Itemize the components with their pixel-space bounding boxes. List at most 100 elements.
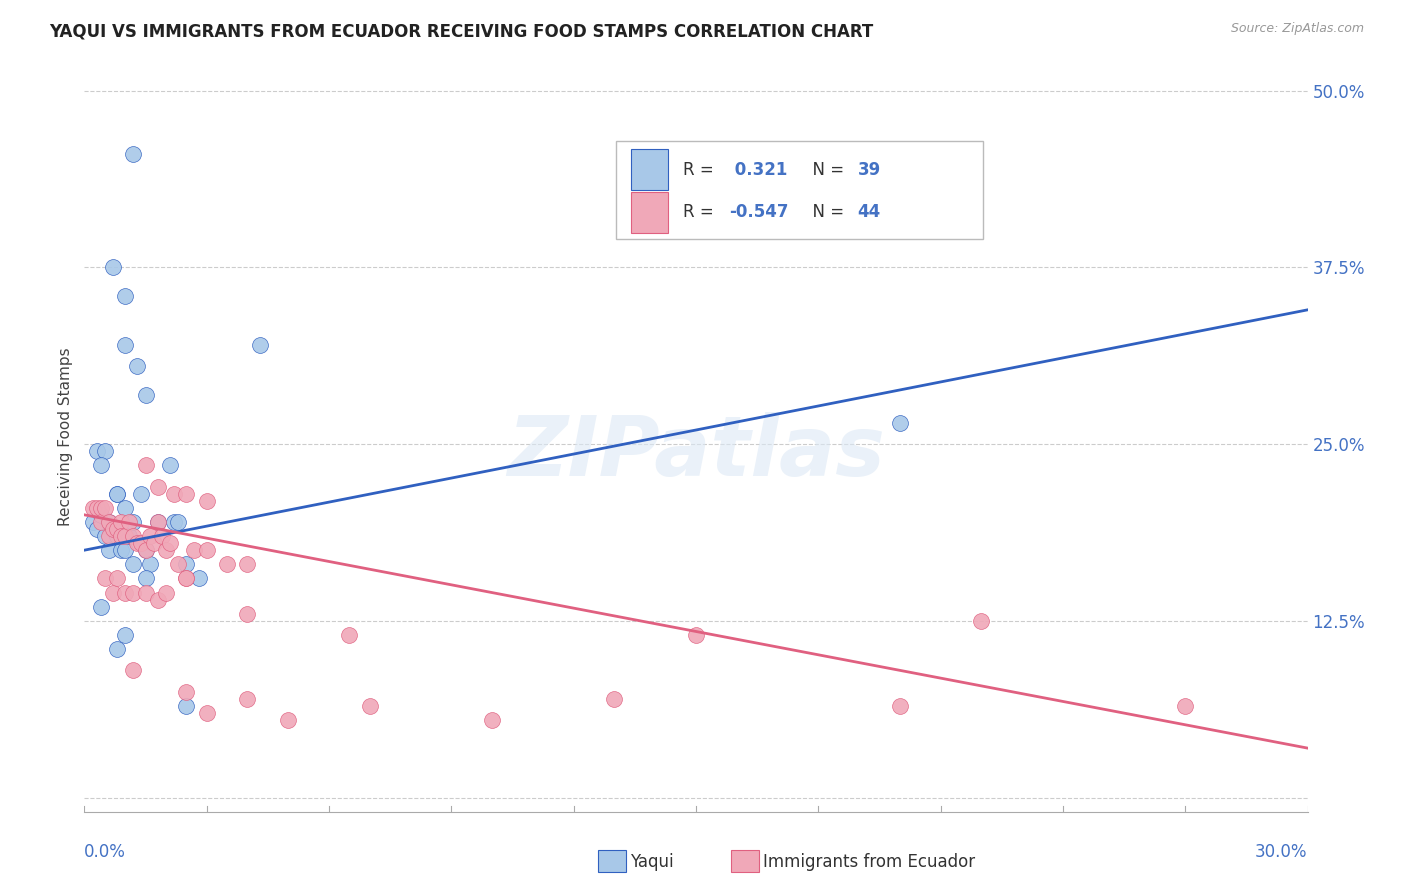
- Point: [685, 628, 707, 642]
- Point: [86, 522, 108, 536]
- Point: [127, 536, 149, 550]
- Text: Immigrants from Ecuador: Immigrants from Ecuador: [763, 853, 976, 871]
- Point: [114, 500, 136, 515]
- Point: [105, 529, 128, 543]
- Point: [339, 628, 361, 642]
- Point: [90, 599, 112, 614]
- Point: [122, 558, 145, 572]
- Point: [90, 508, 112, 522]
- Point: [146, 515, 169, 529]
- Point: [135, 571, 157, 585]
- Point: [118, 529, 141, 543]
- Point: [114, 529, 136, 543]
- Point: [187, 571, 209, 585]
- Point: [114, 585, 136, 599]
- Point: [105, 642, 128, 657]
- Y-axis label: Receiving Food Stamps: Receiving Food Stamps: [58, 348, 73, 526]
- Point: [236, 607, 259, 621]
- Point: [176, 486, 198, 500]
- Point: [603, 691, 626, 706]
- Point: [970, 614, 993, 628]
- Point: [105, 522, 128, 536]
- Point: [114, 289, 136, 303]
- Text: Yaqui: Yaqui: [630, 853, 673, 871]
- Point: [155, 585, 177, 599]
- Point: [101, 260, 124, 275]
- Point: [97, 529, 120, 543]
- Point: [127, 359, 149, 374]
- Point: [97, 515, 120, 529]
- Point: [138, 558, 160, 572]
- Point: [135, 585, 157, 599]
- FancyBboxPatch shape: [631, 192, 668, 233]
- Point: [105, 571, 128, 585]
- Point: [176, 571, 198, 585]
- FancyBboxPatch shape: [616, 141, 983, 238]
- Point: [93, 571, 117, 585]
- Point: [142, 536, 165, 550]
- Point: [110, 515, 132, 529]
- Point: [90, 515, 112, 529]
- Point: [176, 684, 198, 698]
- Point: [159, 536, 181, 550]
- Point: [110, 529, 132, 543]
- Point: [236, 691, 259, 706]
- Text: Source: ZipAtlas.com: Source: ZipAtlas.com: [1230, 22, 1364, 36]
- Point: [114, 338, 136, 352]
- Point: [90, 458, 112, 473]
- Point: [135, 543, 157, 558]
- Point: [114, 543, 136, 558]
- Point: [93, 444, 117, 458]
- Point: [176, 698, 198, 713]
- Point: [138, 529, 160, 543]
- Point: [97, 515, 120, 529]
- Point: [135, 543, 157, 558]
- Point: [163, 486, 186, 500]
- Text: 44: 44: [858, 203, 880, 221]
- Point: [889, 698, 911, 713]
- Text: ZIPatlas: ZIPatlas: [508, 411, 884, 492]
- Point: [86, 500, 108, 515]
- Point: [82, 515, 104, 529]
- Point: [110, 543, 132, 558]
- Point: [146, 479, 169, 493]
- Point: [86, 444, 108, 458]
- Text: 30.0%: 30.0%: [1256, 843, 1308, 861]
- Text: R =: R =: [682, 161, 718, 178]
- Point: [97, 543, 120, 558]
- Point: [236, 558, 259, 572]
- Point: [82, 500, 104, 515]
- Point: [150, 529, 173, 543]
- Text: 0.321: 0.321: [728, 161, 787, 178]
- Text: N =: N =: [803, 203, 849, 221]
- Text: R =: R =: [682, 203, 718, 221]
- Point: [135, 387, 157, 401]
- Point: [122, 515, 145, 529]
- Point: [359, 698, 381, 713]
- Point: [195, 706, 218, 720]
- Point: [176, 571, 198, 585]
- Text: N =: N =: [803, 161, 849, 178]
- Point: [481, 713, 503, 727]
- Point: [93, 529, 117, 543]
- Point: [131, 536, 153, 550]
- Text: -0.547: -0.547: [728, 203, 789, 221]
- FancyBboxPatch shape: [631, 149, 668, 190]
- Point: [167, 558, 190, 572]
- Point: [155, 543, 177, 558]
- Point: [146, 515, 169, 529]
- Text: 0.0%: 0.0%: [84, 843, 127, 861]
- Point: [167, 515, 190, 529]
- Point: [101, 585, 124, 599]
- Point: [217, 558, 239, 572]
- Point: [176, 558, 198, 572]
- Point: [195, 543, 218, 558]
- Point: [195, 493, 218, 508]
- Point: [122, 664, 145, 678]
- Point: [122, 147, 145, 161]
- Point: [163, 515, 186, 529]
- Point: [114, 628, 136, 642]
- Point: [249, 338, 271, 352]
- Point: [183, 543, 205, 558]
- Point: [122, 529, 145, 543]
